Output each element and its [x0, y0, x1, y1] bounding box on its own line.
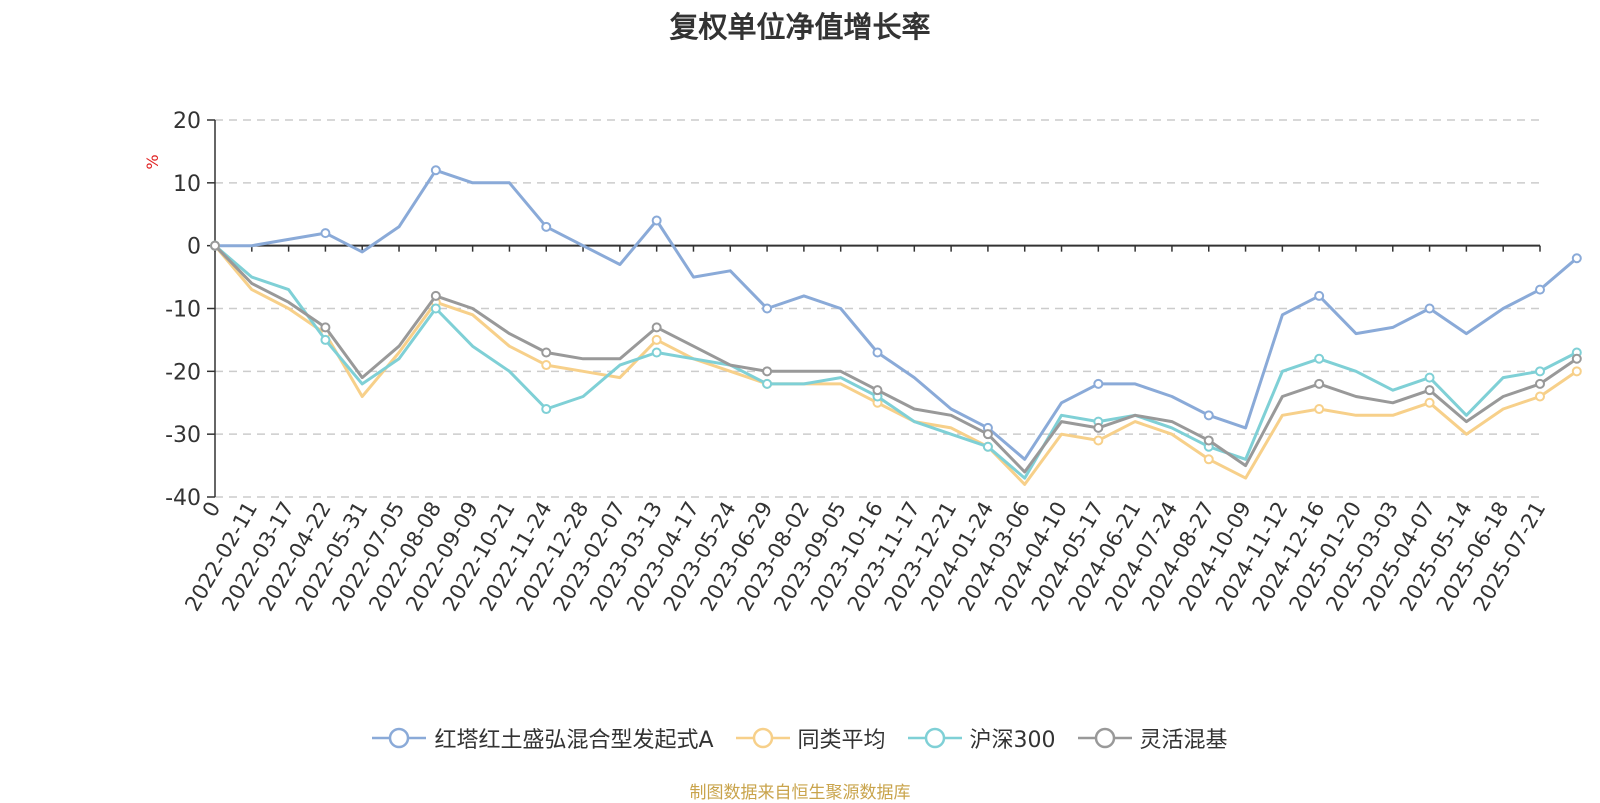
data-point [1093, 422, 1104, 433]
y-tick-label: 10 [173, 172, 201, 197]
data-point [1424, 397, 1435, 408]
data-point [1424, 372, 1435, 383]
data-point [1535, 284, 1545, 295]
data-point [1314, 353, 1325, 364]
legend-label: 灵活混基 [1139, 728, 1228, 753]
data-point [1203, 454, 1214, 465]
data-point [430, 290, 441, 301]
data-point [1314, 290, 1325, 301]
y-tick-label: -20 [165, 360, 201, 385]
data-point [541, 404, 552, 415]
data-point [320, 334, 331, 345]
data-point [1535, 366, 1545, 377]
y-tick-label: -10 [165, 298, 201, 323]
series-line [214, 244, 1578, 480]
x-tick-label: 0 [198, 498, 225, 522]
series-3 [210, 240, 1582, 474]
legend-label: 同类平均 [797, 728, 886, 753]
legend-marker-icon [1077, 727, 1132, 749]
data-point [982, 429, 993, 440]
data-point [1314, 404, 1325, 415]
series-1 [210, 240, 1582, 486]
data-point [320, 228, 331, 239]
data-point [982, 441, 993, 452]
data-point [541, 347, 552, 358]
legend-marker-icon [735, 727, 790, 749]
series-line [213, 244, 1578, 474]
data-point [1535, 391, 1545, 402]
data-point [1571, 253, 1582, 264]
data-point [1314, 378, 1325, 389]
series-2 [210, 240, 1582, 480]
legend-item[interactable]: 灵活混基 [1077, 722, 1228, 754]
data-point [651, 347, 662, 358]
legend-item[interactable]: 红塔红土盛弘混合型发起式A [372, 722, 714, 754]
chart-legend: 红塔红土盛弘混合型发起式A 同类平均 沪深300 灵活混基 [0, 722, 1600, 754]
data-point [1424, 385, 1435, 396]
data-point [1093, 378, 1104, 389]
source-note: 制图数据来自恒生聚源数据库 [689, 783, 911, 803]
data-point [430, 165, 441, 176]
legend-label: 沪深300 [969, 728, 1056, 753]
data-point [651, 334, 662, 345]
data-point [872, 347, 883, 358]
y-tick-label: 0 [187, 235, 201, 260]
y-tick-label: 20 [173, 109, 201, 134]
data-point [762, 366, 773, 377]
data-point [541, 360, 552, 371]
y-tick-label: -30 [165, 423, 201, 448]
legend-item[interactable]: 同类平均 [735, 722, 886, 754]
data-point [1093, 435, 1104, 446]
data-point [1424, 303, 1435, 314]
data-point [541, 221, 552, 232]
y-tick-label: -40 [165, 486, 201, 511]
legend-item[interactable]: 沪深300 [907, 722, 1056, 754]
data-point [1571, 366, 1582, 377]
chart-title: 复权单位净值增长率 [669, 10, 931, 44]
data-point [651, 322, 662, 333]
data-point [762, 378, 773, 389]
data-point [762, 303, 773, 314]
data-point [430, 303, 441, 314]
y-axis-label: % [143, 154, 162, 169]
series-line [213, 244, 1578, 486]
data-point [1203, 435, 1214, 446]
data-point [210, 240, 220, 251]
data-point [651, 215, 662, 226]
data-point [1571, 353, 1582, 364]
series-line [215, 168, 1578, 461]
data-point [872, 385, 883, 396]
legend-label: 红塔红土盛弘混合型发起式A [434, 728, 714, 753]
legend-marker-icon [907, 727, 962, 749]
data-point [320, 322, 331, 333]
legend-marker-icon [372, 727, 427, 749]
data-point [1535, 378, 1545, 389]
data-point [1203, 410, 1214, 421]
